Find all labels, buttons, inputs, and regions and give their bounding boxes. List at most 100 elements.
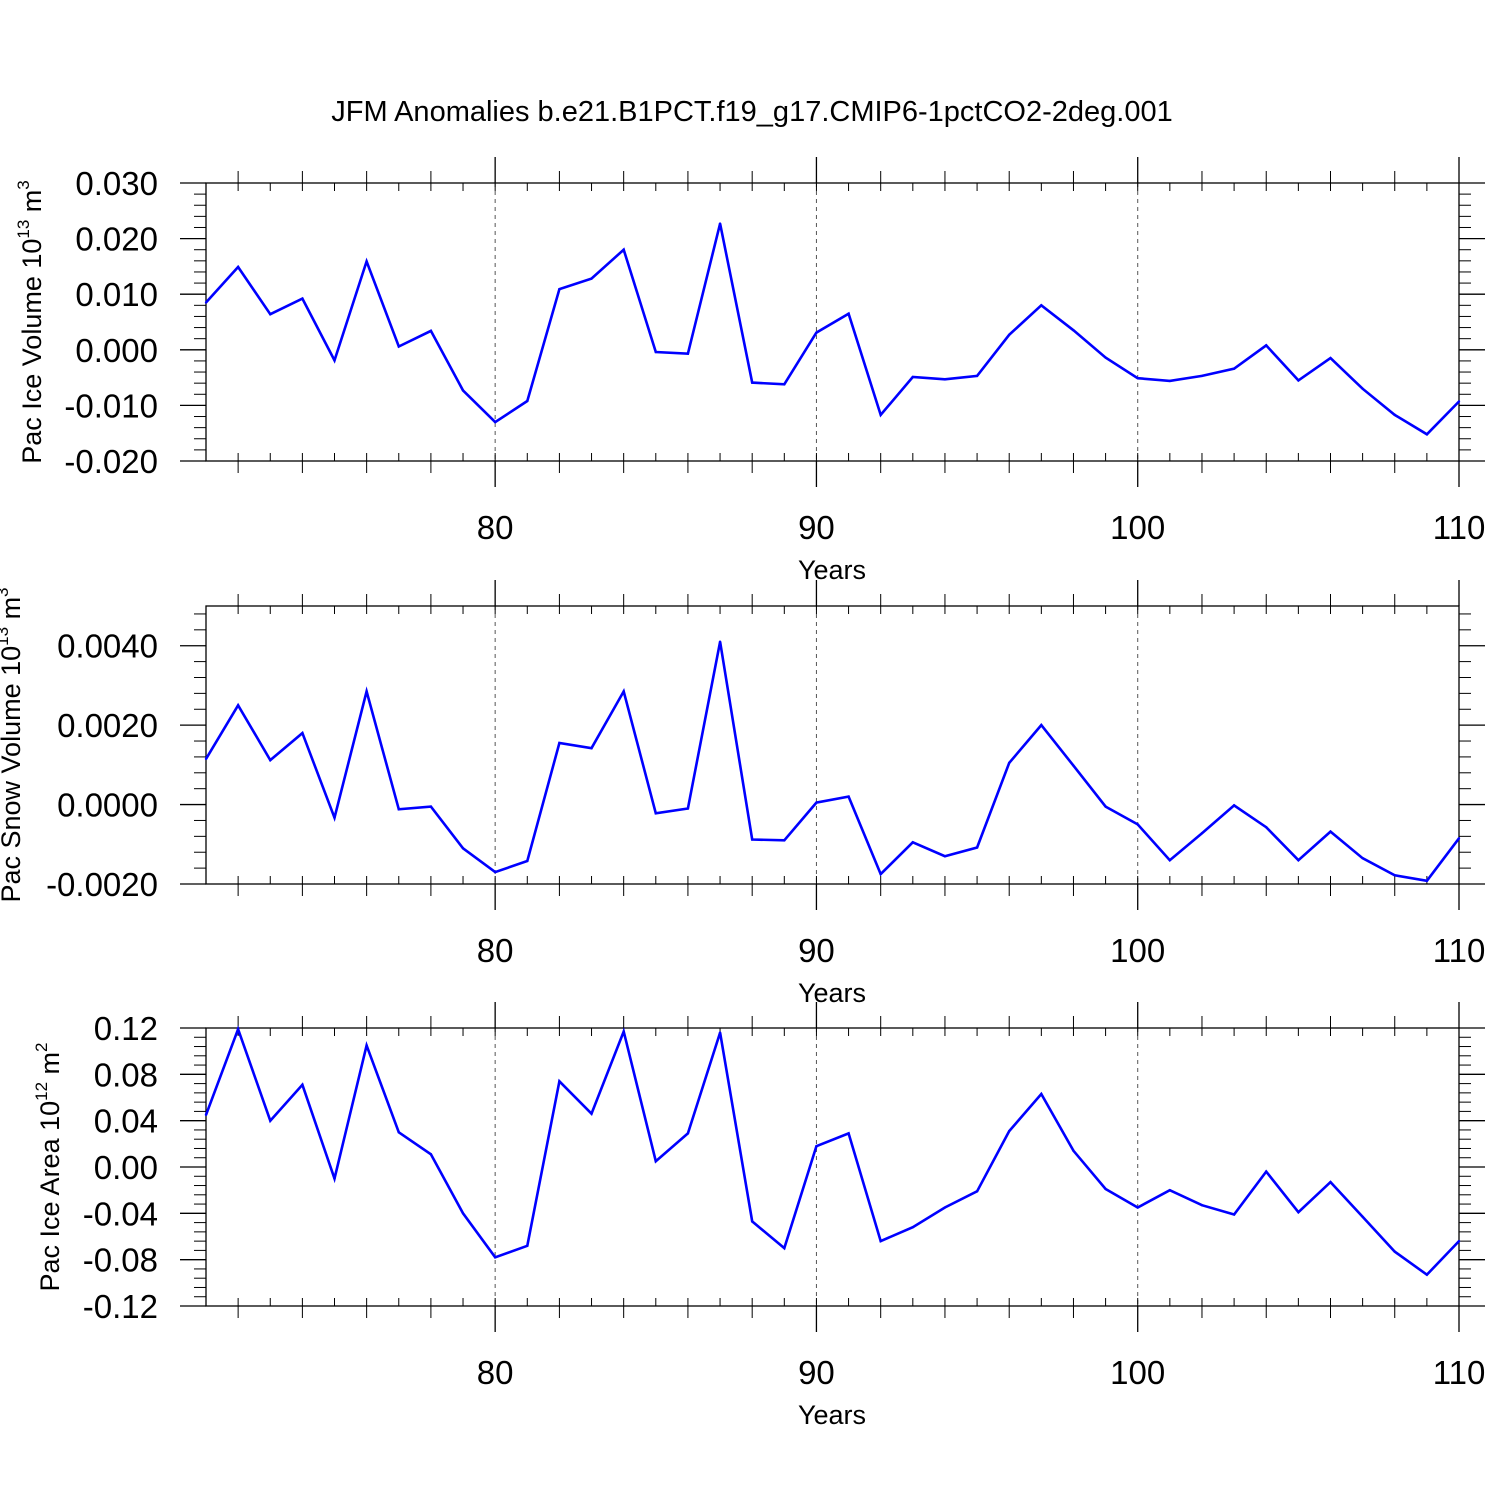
data-point <box>1040 304 1043 307</box>
data-point <box>686 807 690 810</box>
data-point <box>911 841 915 844</box>
data-point <box>1457 837 1461 840</box>
data-point <box>1457 1239 1461 1243</box>
data-point <box>1297 379 1300 382</box>
data-point <box>815 801 818 804</box>
data-point <box>204 301 208 304</box>
data-point <box>1297 858 1300 862</box>
data-point <box>847 795 850 798</box>
data-point <box>526 399 529 403</box>
data-point <box>365 690 368 693</box>
data-point <box>397 1131 400 1134</box>
y-axis-label: Pac Snow Volume 1013 m3 <box>0 587 26 902</box>
y-tick-label: 0.010 <box>75 276 158 313</box>
data-point <box>879 872 882 876</box>
y-axis-label-part: 12 <box>32 1082 51 1101</box>
data-point <box>815 1144 818 1148</box>
data-point <box>975 846 979 849</box>
data-point <box>333 359 336 362</box>
data-point <box>1393 1250 1396 1253</box>
y-tick-label: -0.010 <box>64 387 158 424</box>
data-point <box>493 870 497 874</box>
data-point <box>815 331 818 334</box>
data-point <box>654 1160 657 1163</box>
data-point <box>1008 333 1011 336</box>
data-point <box>558 741 561 745</box>
y-tick-label: 0.0000 <box>57 787 158 824</box>
data-point <box>750 1220 754 1223</box>
data-point <box>1200 831 1204 835</box>
data-point <box>975 1190 979 1193</box>
data-point <box>1136 376 1139 380</box>
plot-frame <box>205 605 1460 885</box>
y-tick-label: -0.0020 <box>46 866 158 903</box>
data-point <box>365 260 368 263</box>
data-point <box>301 1083 304 1086</box>
data-point <box>493 420 497 424</box>
data-point <box>204 757 208 761</box>
y-tick-label: -0.020 <box>64 443 158 480</box>
data-point <box>750 381 754 384</box>
data-point <box>750 838 754 841</box>
y-axis-label-part: Pac Snow Volume 10 <box>0 646 26 903</box>
chart-panel-1: 80 90 100 110 Years -0.020 -0.010 0.000 0.010 0.0… <box>14 157 1485 585</box>
y-tick-label: 0.04 <box>94 1103 158 1140</box>
y-tick-label: 0.030 <box>75 165 158 202</box>
y-tick-label: 0.0020 <box>57 707 158 744</box>
data-point <box>1425 879 1429 883</box>
data-point <box>1457 400 1461 403</box>
data-point <box>943 1206 947 1209</box>
y-axis-label: Pac Ice Area 1012 m2 <box>32 1042 65 1291</box>
x-tick-label: 90 <box>798 509 835 546</box>
y-tick-label: 0.0040 <box>57 628 158 665</box>
data-point <box>718 640 722 643</box>
plot-frame <box>205 182 1460 462</box>
data-point <box>301 731 304 735</box>
x-tick-label: 110 <box>1433 1354 1486 1391</box>
y-tick-label: 0.000 <box>75 332 158 369</box>
series-line <box>205 223 1460 436</box>
data-point <box>365 1044 368 1047</box>
x-axis-label: Years <box>798 1400 866 1430</box>
data-point <box>269 313 272 316</box>
data-point <box>1361 387 1364 390</box>
x-tick-label: 90 <box>798 932 835 969</box>
data-point <box>1329 356 1332 360</box>
data-point <box>1265 344 1268 347</box>
data-point <box>333 816 336 819</box>
x-axis-label: Years <box>798 555 866 585</box>
data-point <box>1232 804 1236 807</box>
data-point <box>622 1030 625 1033</box>
y-tick-label: 0.020 <box>75 221 158 258</box>
y-axis-label-part: m <box>35 1052 65 1082</box>
data-point <box>1361 1215 1364 1219</box>
data-point <box>1136 823 1139 826</box>
x-tick-label: 100 <box>1110 509 1165 546</box>
y-axis-label-part: 2 <box>32 1042 51 1051</box>
data-point <box>686 1132 690 1135</box>
x-tick-label: 100 <box>1110 1354 1165 1391</box>
data-point <box>1104 1187 1107 1191</box>
data-point <box>1200 1204 1204 1207</box>
data-point <box>397 345 400 348</box>
data-point <box>879 1239 882 1243</box>
data-point <box>461 1212 465 1215</box>
data-point <box>783 383 786 386</box>
y-axis-label-part: m <box>17 190 47 220</box>
data-point <box>1072 764 1075 767</box>
data-point <box>590 746 593 750</box>
data-point <box>1072 1149 1075 1152</box>
data-point <box>1072 329 1075 332</box>
data-point <box>622 248 625 251</box>
y-axis-label-part: 3 <box>14 180 33 189</box>
data-point <box>1008 761 1011 765</box>
data-point <box>654 350 657 354</box>
data-point <box>590 277 593 280</box>
data-point <box>1393 413 1396 417</box>
data-point <box>1232 1213 1236 1216</box>
data-point <box>236 704 240 707</box>
data-point <box>686 352 690 355</box>
data-point <box>718 222 722 225</box>
data-point <box>1168 858 1172 862</box>
